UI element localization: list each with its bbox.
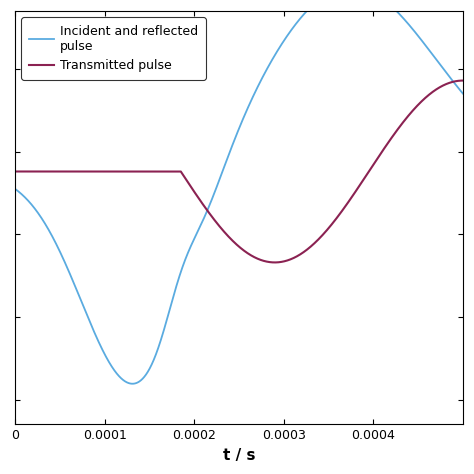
Incident and reflected
pulse — [281, 38, 287, 44]
Incident and reflected
pulse — [303, 9, 309, 14]
Transmitted pulse — [303, 247, 309, 253]
Incident and reflected
pulse — [381, 0, 386, 2]
Transmitted pulse — [381, 147, 386, 153]
Transmitted pulse — [346, 198, 352, 203]
Legend: Incident and reflected
pulse, Transmitted pulse: Incident and reflected pulse, Transmitte… — [21, 18, 206, 80]
Line: Incident and reflected
pulse: Incident and reflected pulse — [15, 0, 463, 384]
Line: Transmitted pulse: Transmitted pulse — [15, 81, 463, 263]
Incident and reflected
pulse — [460, 91, 466, 96]
Incident and reflected
pulse — [129, 381, 135, 387]
X-axis label: t / s: t / s — [223, 448, 255, 463]
Incident and reflected
pulse — [183, 254, 189, 260]
Transmitted pulse — [183, 177, 189, 182]
Transmitted pulse — [460, 78, 466, 83]
Incident and reflected
pulse — [12, 186, 18, 192]
Transmitted pulse — [272, 260, 278, 265]
Transmitted pulse — [281, 259, 287, 264]
Transmitted pulse — [93, 169, 99, 174]
Transmitted pulse — [12, 169, 18, 174]
Incident and reflected
pulse — [93, 334, 99, 340]
